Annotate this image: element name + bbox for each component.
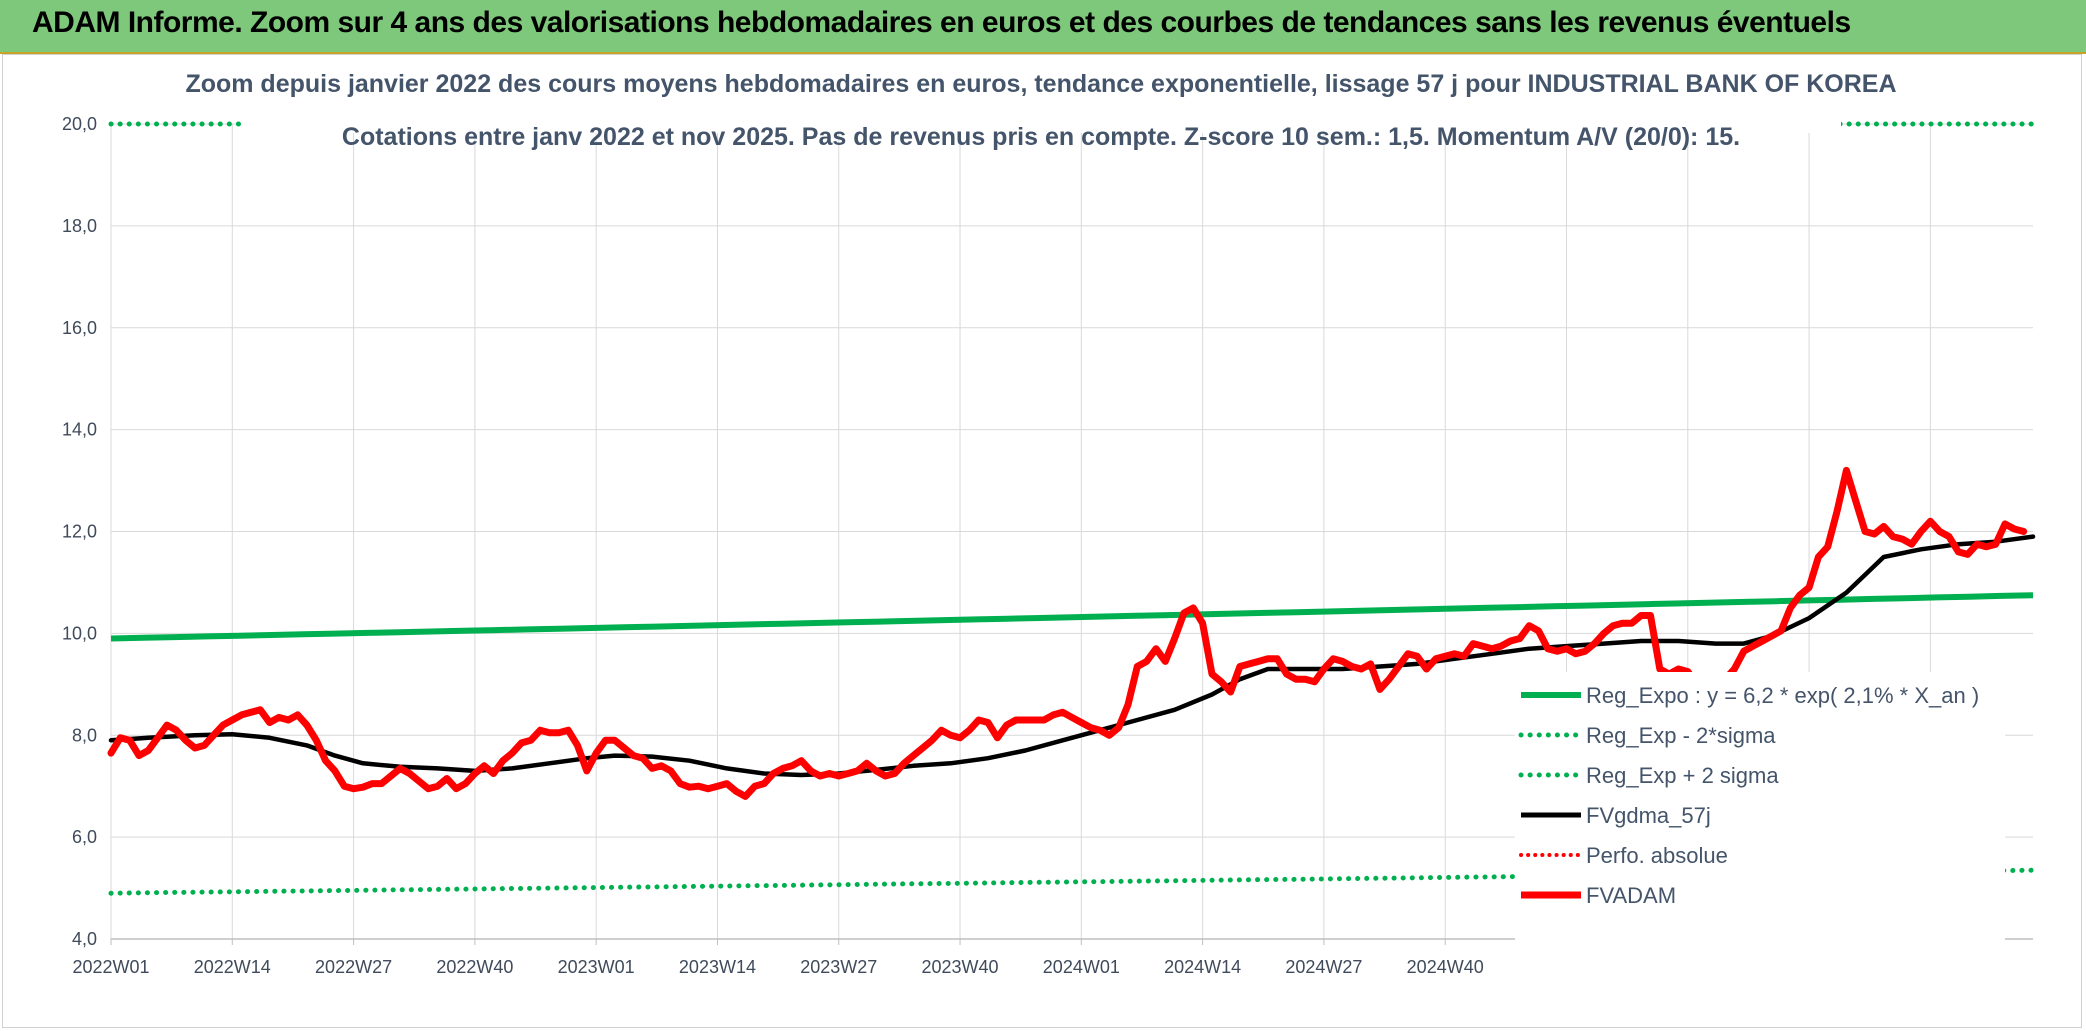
x-tick-label: 2023W14 bbox=[679, 957, 756, 977]
x-tick-label: 2024W14 bbox=[1164, 957, 1241, 977]
legend-background bbox=[1515, 672, 2005, 974]
y-tick-label: 20,0 bbox=[62, 114, 97, 134]
x-tick-label: 2022W40 bbox=[436, 957, 513, 977]
legend: Reg_Expo : y = 6,2 * exp( 2,1% * X_an ) … bbox=[1515, 672, 2005, 974]
x-tick-label: 2022W01 bbox=[72, 957, 149, 977]
y-tick-label: 10,0 bbox=[62, 623, 97, 643]
line-chart: 4,0 6,0 8,0 10,0 12,0 14,0 16,0 18,0 20,0 2022W01… bbox=[62, 61, 2036, 977]
chart-frame: 4,0 6,0 8,0 10,0 12,0 14,0 16,0 18,0 20,0 2022W01… bbox=[2, 54, 2082, 1028]
chart-title: Zoom depuis janvier 2022 des cours moyen… bbox=[185, 70, 1896, 151]
legend-label-fvgdma: FVgdma_57j bbox=[1586, 803, 1711, 828]
x-tick-label: 2024W01 bbox=[1043, 957, 1120, 977]
legend-label-fvadam: FVADAM bbox=[1586, 883, 1676, 908]
y-tick-label: 6,0 bbox=[72, 827, 97, 847]
header-banner: ADAM Informe. Zoom sur 4 ans des valoris… bbox=[0, 0, 2086, 54]
legend-label-reg-exp-minus: Reg_Exp - 2*sigma bbox=[1586, 723, 1776, 748]
x-tick-label: 2022W14 bbox=[194, 957, 271, 977]
page-title: ADAM Informe. Zoom sur 4 ans des valoris… bbox=[32, 6, 1851, 39]
x-tick-label: 2023W01 bbox=[558, 957, 635, 977]
y-tick-label: 18,0 bbox=[62, 216, 97, 236]
y-tick-label: 8,0 bbox=[72, 725, 97, 745]
x-tick-label: 2023W40 bbox=[922, 957, 999, 977]
chart-title-line-1: Zoom depuis janvier 2022 des cours moyen… bbox=[185, 70, 1896, 98]
y-tick-label: 16,0 bbox=[62, 318, 97, 338]
series-reg-expo bbox=[110, 592, 2034, 642]
legend-label-perfo: Perfo. absolue bbox=[1586, 843, 1728, 868]
x-tick-label: 2022W27 bbox=[315, 957, 392, 977]
y-tick-label: 12,0 bbox=[62, 522, 97, 542]
y-tick-label: 14,0 bbox=[62, 420, 97, 440]
x-tick-label: 2024W27 bbox=[1285, 957, 1362, 977]
legend-label-reg-expo: Reg_Expo : y = 6,2 * exp( 2,1% * X_an ) bbox=[1586, 683, 1979, 708]
legend-label-reg-exp-plus: Reg_Exp + 2 sigma bbox=[1586, 763, 1779, 788]
series-fvgdma-57j bbox=[108, 534, 2036, 778]
x-tick-label: 2023W27 bbox=[800, 957, 877, 977]
x-tick-label: 2024W40 bbox=[1407, 957, 1484, 977]
y-tick-label: 4,0 bbox=[72, 929, 97, 949]
chart-title-background bbox=[241, 61, 1841, 133]
chart-title-line-2: Cotations entre janv 2022 et nov 2025. P… bbox=[342, 123, 1740, 151]
